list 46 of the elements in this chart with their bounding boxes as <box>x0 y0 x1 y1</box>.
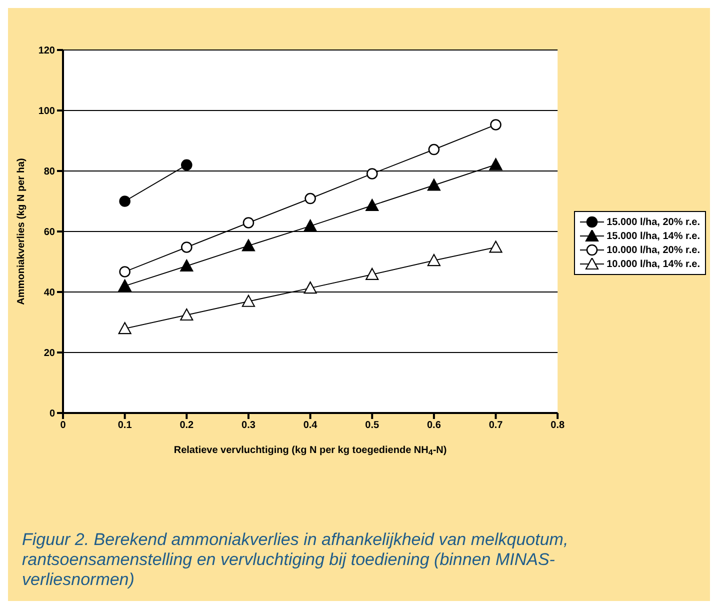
point <box>366 168 378 180</box>
x-tick-label: 0.6 <box>426 420 442 432</box>
legend-label: 10.000 l/ha, 20% r.e. <box>606 244 700 256</box>
point <box>304 282 317 294</box>
point <box>180 308 194 321</box>
point <box>118 322 132 334</box>
x-axis-title: Relatieve vervluchtiging (kg N per kg toegediende NH$_{4}$-N) <box>174 445 447 458</box>
point <box>242 239 256 252</box>
y-tick-label: 60 <box>44 227 56 238</box>
y-tick-label: 0 <box>49 408 56 420</box>
y-tick-label: 80 <box>44 166 56 178</box>
point <box>118 279 132 292</box>
point <box>119 196 130 207</box>
x-tick-label: 0.3 <box>242 420 256 432</box>
x-tick-label: 0.5 <box>365 420 380 432</box>
point <box>181 242 192 253</box>
point <box>366 268 379 280</box>
y-tick-label: 20 <box>44 348 56 360</box>
point <box>366 198 379 212</box>
x-tick-label: 0.2 <box>180 420 194 432</box>
point <box>428 144 440 156</box>
point <box>119 266 130 278</box>
y-tick-label: 100 <box>38 106 56 118</box>
point <box>490 119 502 130</box>
y-axis-title: Ammoniakverlies (kg N per ha) <box>16 158 27 305</box>
point <box>427 178 440 191</box>
text: Figuur 2. Berekend ammoniakverlies in afhankelijkheid van melkquotum, rantsoensamenstelling en vervluchtiging bij toediening (binnen MINAS-verliesnormen) <box>22 530 570 590</box>
y-tick-label: 40 <box>44 288 56 299</box>
legend-label: 15.000 l/ha, 14% r.e. <box>606 230 700 242</box>
point <box>489 240 502 253</box>
y-tick-label: 120 <box>38 46 56 57</box>
x-tick-label: 0.4 <box>303 420 318 432</box>
point <box>242 217 254 228</box>
x-tick-label: 0 <box>60 420 66 432</box>
legend-label: 15.000 l/ha, 20% r.e. <box>606 216 700 228</box>
point <box>427 254 440 266</box>
x-tick-label: 0.7 <box>488 420 504 432</box>
point <box>304 220 317 232</box>
x-tick-label: 0.8 <box>550 420 565 432</box>
point <box>242 294 256 307</box>
legend-label: 10.000 l/ha, 14% r.e. <box>606 258 700 270</box>
x-tick-label: 0.1 <box>118 420 132 432</box>
point <box>180 259 194 272</box>
point <box>304 192 316 204</box>
point <box>489 158 502 170</box>
point <box>181 159 192 171</box>
